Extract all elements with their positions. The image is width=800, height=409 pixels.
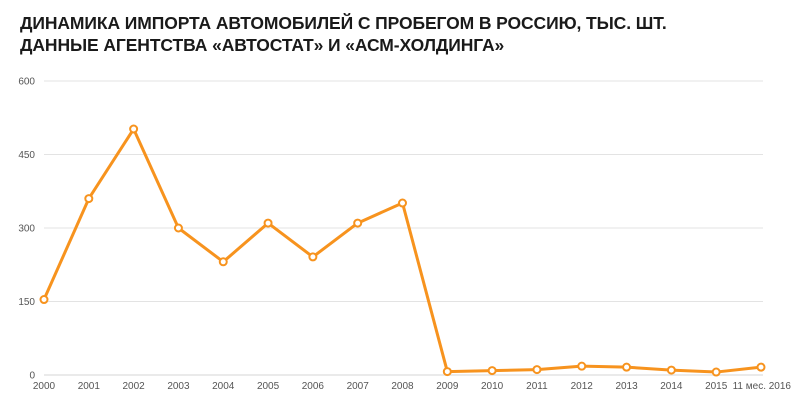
data-point-marker <box>711 367 721 377</box>
x-axis-ticks: 2000 2001 2002 2003 2004 2005 2006 2007 2008 2009… <box>33 381 792 392</box>
x-tick-label: 11 мес. 2016 <box>733 381 792 392</box>
y-tick-label: 450 <box>18 150 35 161</box>
x-tick-label: 2006 <box>302 381 325 392</box>
x-tick-label: 2005 <box>257 381 280 392</box>
data-point-marker <box>756 362 766 372</box>
y-tick-label: 150 <box>18 297 35 308</box>
data-point-marker <box>442 367 452 377</box>
x-tick-label: 2000 <box>33 381 56 392</box>
x-tick-label: 2015 <box>705 381 728 392</box>
x-tick-label: 2007 <box>347 381 370 392</box>
data-point-marker <box>353 218 363 228</box>
y-tick-label: 0 <box>29 371 35 382</box>
chart-title: ДИНАМИКА ИМПОРТА АВТОМОБИЛЕЙ С ПРОБЕГОМ … <box>20 12 667 56</box>
x-tick-label: 2009 <box>436 381 459 392</box>
y-tick-label: 300 <box>18 224 35 235</box>
title-line-1: ДИНАМИКА ИМПОРТА АВТОМОБИЛЕЙ С ПРОБЕГОМ … <box>20 13 667 33</box>
x-tick-label: 2001 <box>78 381 101 392</box>
title-line-2: ДАННЫЕ АГЕНТСТВА «АВТОСТАТ» И «АСМ-ХОЛДИ… <box>20 35 505 55</box>
data-points <box>39 124 766 377</box>
x-tick-label: 2002 <box>123 381 146 392</box>
data-point-marker <box>129 124 139 134</box>
y-tick-label: 600 <box>18 77 35 88</box>
data-point-marker <box>84 194 94 204</box>
data-point-marker <box>487 366 497 376</box>
x-tick-label: 2010 <box>481 381 504 392</box>
x-tick-label: 2003 <box>167 381 190 392</box>
data-point-marker <box>398 198 407 208</box>
data-point-marker <box>577 361 587 371</box>
x-tick-label: 2013 <box>615 381 638 392</box>
data-point-marker <box>173 223 183 233</box>
data-point-marker <box>218 257 228 267</box>
x-tick-label: 2011 <box>526 381 548 392</box>
data-point-marker <box>263 218 273 228</box>
data-point-marker <box>39 295 49 305</box>
data-point-marker <box>532 365 542 375</box>
y-axis-ticks: 0 150 300 450 600 <box>18 77 35 382</box>
data-point-marker <box>666 365 676 375</box>
data-point-marker <box>622 362 632 372</box>
x-tick-label: 2014 <box>660 381 683 392</box>
gridlines <box>44 80 763 376</box>
series-line <box>42 127 763 374</box>
data-point-marker <box>308 252 318 262</box>
x-tick-label: 2012 <box>571 381 594 392</box>
x-tick-label: 2004 <box>212 381 235 392</box>
x-tick-label: 2008 <box>391 381 414 392</box>
